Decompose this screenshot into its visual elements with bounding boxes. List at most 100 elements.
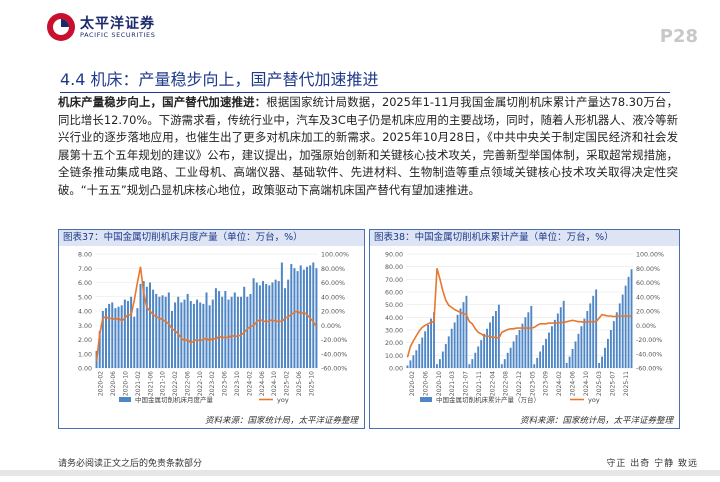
x-tick-label: 2022-06 bbox=[184, 371, 191, 396]
y-left-tick-label: 5.00 bbox=[78, 294, 92, 301]
bar bbox=[418, 343, 421, 368]
bar bbox=[456, 314, 459, 368]
bar bbox=[506, 352, 509, 368]
figure-37-title: 图表37：中国金属切削机床月度产量（单位：万台，%） bbox=[59, 230, 364, 246]
bar bbox=[421, 337, 424, 368]
bar bbox=[548, 332, 550, 368]
bar bbox=[293, 268, 296, 368]
bar bbox=[492, 316, 494, 368]
bar bbox=[550, 326, 553, 368]
bar bbox=[243, 286, 246, 368]
bar bbox=[512, 341, 515, 368]
bar bbox=[556, 313, 559, 368]
bar bbox=[268, 285, 271, 368]
y-left-tick-label: 60.00 bbox=[385, 290, 403, 297]
bar bbox=[252, 278, 255, 368]
x-tick-label: 2022-08 bbox=[503, 371, 510, 396]
bar bbox=[114, 308, 117, 368]
bar bbox=[158, 296, 161, 368]
x-tick-label: 2022-10 bbox=[197, 371, 204, 396]
bar bbox=[133, 316, 136, 368]
figure-38-title: 图表38：中国金属切削机床累计产量（单位：万台，%） bbox=[370, 230, 679, 246]
bar bbox=[111, 302, 114, 368]
bar bbox=[155, 293, 158, 368]
y-right-tick-label: 20.00% bbox=[321, 309, 345, 316]
x-tick-label: 2023-09 bbox=[543, 371, 550, 396]
x-tick-label: 2023-02 bbox=[209, 371, 216, 396]
legend-bar-swatch bbox=[420, 397, 432, 402]
bar bbox=[271, 282, 274, 368]
bar bbox=[483, 333, 486, 368]
bar bbox=[130, 296, 133, 368]
bar bbox=[450, 328, 453, 368]
x-tick-label: 2020-06 bbox=[110, 371, 117, 396]
bar bbox=[108, 303, 111, 368]
bar bbox=[233, 292, 236, 368]
x-tick-label: 2021-03 bbox=[449, 371, 456, 396]
legend-bar-label: 中国金属切削机床月度产量 bbox=[135, 395, 214, 404]
x-tick-label: 2025-02 bbox=[284, 371, 291, 396]
bar bbox=[553, 319, 556, 368]
bar bbox=[589, 303, 592, 368]
page-number: P28 bbox=[659, 26, 698, 47]
bar bbox=[174, 302, 177, 368]
bar bbox=[565, 362, 568, 368]
y-right-tick-label: -60.00% bbox=[321, 366, 347, 373]
bar bbox=[489, 322, 491, 368]
y-right-tick-label: 0.00% bbox=[321, 323, 341, 330]
x-tick-label: 2023-05 bbox=[529, 371, 536, 396]
x-tick-label: 2020-10 bbox=[436, 371, 443, 396]
bar bbox=[186, 293, 189, 368]
x-tick-label: 2022-02 bbox=[172, 371, 179, 396]
y-left-tick-label: 2.00 bbox=[78, 337, 92, 344]
x-tick-label: 2021-02 bbox=[135, 371, 142, 396]
bar bbox=[521, 323, 524, 368]
x-tick-label: 2021-10 bbox=[160, 371, 167, 396]
bar bbox=[265, 283, 268, 368]
bar bbox=[240, 296, 243, 368]
y-left-tick-label: 90.00 bbox=[385, 252, 403, 259]
legend-line-label: yoy bbox=[588, 396, 600, 404]
bar bbox=[152, 289, 155, 368]
bar bbox=[221, 296, 224, 368]
bar bbox=[536, 357, 539, 368]
figure-38-chart: 0.00 10.00 20.00 30.00 40.00 50.00 60.00 70.00 8… bbox=[385, 252, 664, 405]
bar bbox=[447, 336, 450, 368]
paragraph-lead: 机床产量稳步向上，国产替代加速推进： bbox=[58, 95, 267, 109]
x-tick-label: 2024-02 bbox=[246, 371, 253, 396]
bar bbox=[164, 296, 167, 368]
figure-38-source: 资料来源：国家统计局，太平洋证券整理 bbox=[519, 416, 673, 426]
paragraph-body: 根据国家统计局数据，2025年1-11月我国金属切削机床累计产量达78.30万台… bbox=[58, 95, 678, 197]
bar bbox=[598, 362, 601, 368]
bar bbox=[453, 322, 456, 368]
figure-37-source: 资料来源：国家统计局，太平洋证券整理 bbox=[204, 416, 358, 426]
x-tick-label: 2024-10 bbox=[583, 371, 590, 396]
bar bbox=[309, 265, 312, 368]
bar bbox=[280, 262, 283, 368]
footer-bar bbox=[0, 470, 720, 476]
bar bbox=[177, 296, 180, 368]
x-tick-label: 2025-10 bbox=[308, 371, 315, 396]
bar bbox=[630, 269, 633, 368]
bar bbox=[236, 296, 239, 368]
bar bbox=[568, 356, 571, 368]
y-right-tick-label: -60.00% bbox=[636, 366, 662, 373]
bar bbox=[302, 269, 305, 368]
bar bbox=[202, 303, 205, 368]
y-left-tick-label: 7.00 bbox=[78, 266, 92, 273]
x-tick-label: 2024-02 bbox=[556, 371, 563, 396]
legend-bar-label: 中国金属切削机床累计产量（万台） bbox=[436, 395, 540, 404]
y-right-tick-label: 100.00% bbox=[321, 252, 349, 259]
y-right-tick-label: 100.00% bbox=[636, 252, 664, 259]
bar bbox=[530, 305, 533, 368]
bar bbox=[255, 282, 258, 368]
bar bbox=[192, 303, 195, 368]
y-right-tick-label: 60.00% bbox=[636, 280, 660, 287]
bar bbox=[509, 347, 512, 368]
page-header: 太平洋证券 PACIFIC SECURITIES P28 bbox=[0, 0, 720, 58]
x-tick-label: 2023-06 bbox=[222, 371, 229, 396]
x-tick-label: 2020-06 bbox=[423, 371, 430, 396]
bar bbox=[518, 330, 521, 368]
bar bbox=[196, 299, 199, 368]
bar bbox=[471, 359, 474, 368]
